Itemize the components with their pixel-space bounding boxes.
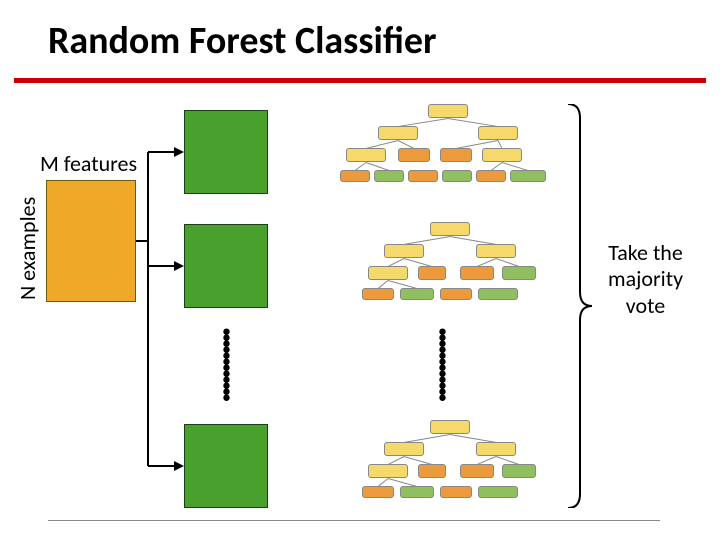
tree-2 [362,420,538,512]
footer-rule [48,520,660,521]
curly-brace [564,104,596,508]
m-features-label: M features [40,150,137,177]
vote-line-1: Take the [608,239,683,266]
vdots-1: •••••••••••• [438,328,447,400]
sample-box-2 [184,424,268,508]
slide: { "title": "Random Forest Classifier", "… [0,0,720,540]
tree-0 [340,104,556,200]
dataset-box [46,180,136,302]
n-examples-label: N examples [14,197,41,300]
tree-1 [362,222,538,314]
vote-line-3: vote [626,292,665,319]
sample-box-1 [184,224,268,308]
title-underline [14,78,706,83]
majority-vote-label: Take the majority vote [608,240,683,319]
vdots-0: •••••••••••• [222,328,231,400]
sample-box-0 [184,110,268,194]
slide-title: Random Forest Classifier [48,18,437,64]
vote-line-2: majority [608,265,683,292]
